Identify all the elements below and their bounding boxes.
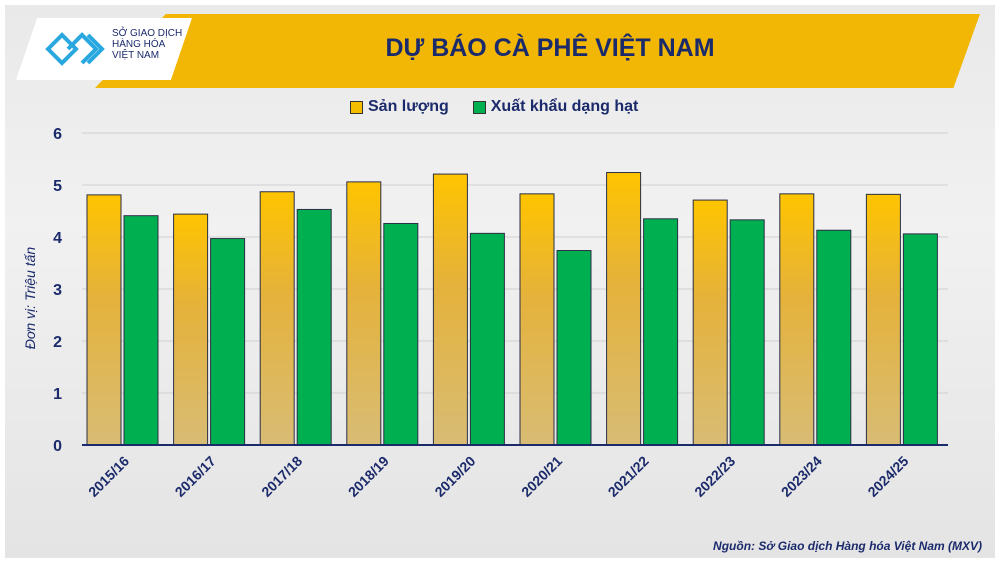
- logo-text: SỞ GIAO DỊCH HÀNG HÓA VIỆT NAM: [112, 28, 182, 61]
- x-tick-label: 2018/19: [345, 453, 392, 500]
- bar-export: [123, 215, 159, 446]
- bar-export: [816, 229, 852, 446]
- bar-export: [469, 232, 505, 446]
- legend-label: Sản lượng: [368, 98, 449, 115]
- bar-export: [643, 218, 679, 446]
- source-note: Nguồn: Sở Giao dịch Hàng hóa Việt Nam (M…: [713, 539, 982, 553]
- logo: [16, 18, 192, 80]
- bar-production: [865, 193, 901, 446]
- bar-export: [383, 222, 419, 446]
- bar-production: [173, 213, 209, 446]
- y-tick-label: 0: [53, 438, 62, 455]
- y-tick-label: 4: [53, 230, 62, 247]
- logo-mark-icon: [45, 32, 105, 66]
- y-tick-label: 3: [53, 282, 62, 299]
- legend-item-export: Xuất khẩu dạng hạt: [472, 98, 639, 116]
- bar-production: [432, 173, 468, 446]
- x-tick-label: 2022/23: [691, 453, 738, 500]
- y-tick-label: 6: [53, 126, 62, 143]
- x-tick-label: 2020/21: [518, 453, 565, 500]
- bar-production: [86, 194, 122, 446]
- chart-title: DỰ BÁO CÀ PHÊ VIỆT NAM: [385, 34, 715, 62]
- bar-export: [556, 250, 592, 446]
- legend-item-production: Sản lượng: [350, 98, 449, 116]
- x-tick-label: 2023/24: [778, 453, 825, 500]
- logo-line: VIỆT NAM: [112, 50, 160, 61]
- title-banner: [95, 14, 980, 88]
- x-tick-label: 2017/18: [258, 453, 305, 500]
- y-tick-label: 1: [53, 386, 62, 403]
- logo-line: HÀNG HÓA: [112, 39, 166, 50]
- bar-export: [902, 233, 938, 446]
- logo-line: SỞ GIAO DỊCH: [112, 28, 183, 39]
- bar-production: [606, 172, 642, 446]
- legend-label: Xuất khẩu dạng hạt: [490, 98, 639, 115]
- legend: Sản lượng Xuất khẩu dạng hạt: [350, 98, 638, 116]
- x-tick-label: 2021/22: [605, 453, 652, 500]
- bar-production: [519, 193, 555, 446]
- bar-production: [259, 191, 295, 446]
- legend-swatch: [472, 100, 486, 114]
- x-tick-label: 2019/20: [431, 453, 478, 500]
- x-tick-label: 2015/16: [85, 453, 132, 500]
- y-tick-label: 5: [53, 178, 62, 195]
- x-tick-label: 2024/25: [864, 453, 911, 500]
- x-tick-label: 2016/17: [172, 453, 219, 500]
- bar-export: [210, 238, 246, 446]
- bar-export: [296, 208, 332, 446]
- bar-production: [692, 199, 728, 446]
- y-tick-label: 2: [53, 334, 62, 351]
- legend-swatch: [350, 100, 363, 114]
- bar-production: [779, 193, 815, 446]
- bar-export: [729, 219, 765, 446]
- bar-production: [346, 181, 382, 446]
